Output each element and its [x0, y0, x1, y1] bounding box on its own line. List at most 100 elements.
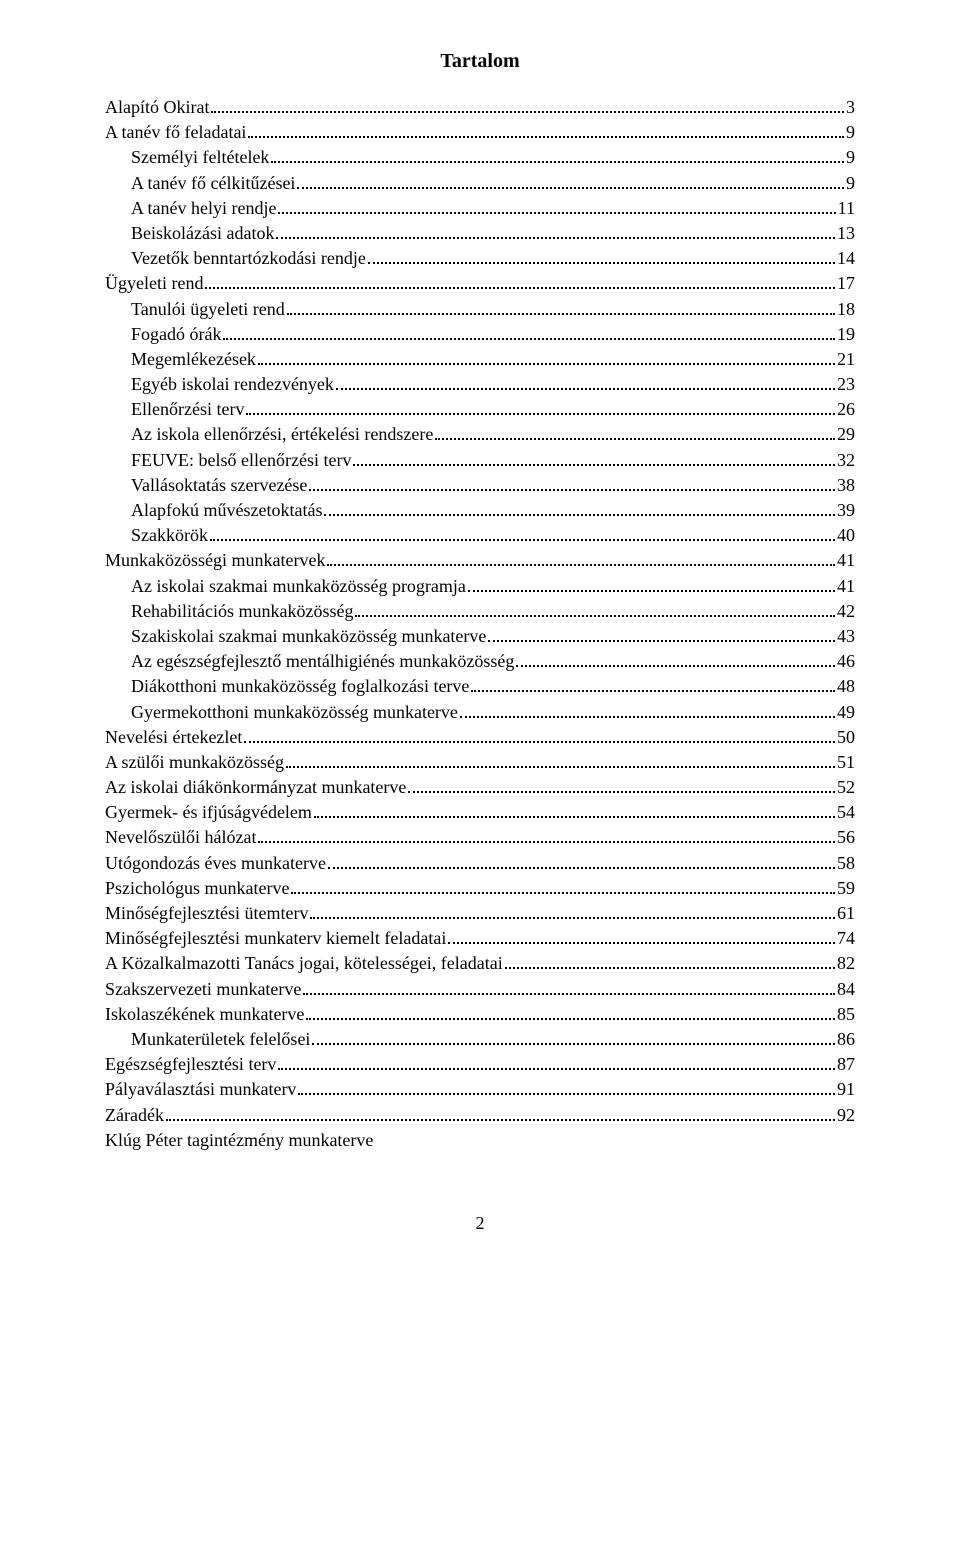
toc-entry: Szakkörök40 [105, 523, 855, 548]
toc-leader-dots [244, 727, 835, 743]
toc-entry: Ügyeleti rend 17 [105, 271, 855, 296]
toc-leader-dots [303, 978, 835, 994]
toc-entry-label: Pályaválasztási munkaterv [105, 1077, 296, 1102]
toc-entry-label: Nevelési értekezlet [105, 725, 242, 750]
toc-entry-label: FEUVE: belső ellenőrzési terv [131, 448, 351, 473]
toc-entry-page: 86 [837, 1027, 855, 1052]
toc-entry: Gyermek- és ifjúságvédelem 54 [105, 800, 855, 825]
toc-entry-label: Alapfokú művészetoktatás [131, 498, 322, 523]
toc-leader-dots [408, 777, 835, 793]
toc-entry-page: 18 [837, 297, 855, 322]
toc-entry-label: Egyéb iskolai rendezvények [131, 372, 334, 397]
toc-leader-dots [306, 1004, 835, 1020]
toc-entry-label: A szülői munkaközösség [105, 750, 284, 775]
toc-leader-dots [205, 273, 835, 289]
toc-entry-page: 91 [837, 1077, 855, 1102]
toc-leader-dots [278, 198, 835, 214]
toc-entry: A szülői munkaközösség51 [105, 750, 855, 775]
toc-entry-label: Gyermekotthoni munkaközösség munkaterve [131, 700, 458, 725]
toc-leader-dots [309, 475, 835, 491]
toc-entry-page: 39 [837, 498, 855, 523]
toc-entry-label: Pszichológus munkaterve [105, 876, 289, 901]
toc-leader-dots [516, 651, 835, 667]
toc-entry: Egyéb iskolai rendezvények 23 [105, 372, 855, 397]
toc-entry: Szakszervezeti munkaterve84 [105, 977, 855, 1002]
toc-entry-label: Az iskolai diákönkormányzat munkaterve [105, 775, 406, 800]
toc-entry-page: 42 [837, 599, 855, 624]
toc-entry-page: 49 [837, 700, 855, 725]
toc-entry: Alapító Okirat3 [105, 95, 855, 120]
toc-entry-label: Vezetők benntartózkodási rendje [131, 246, 366, 271]
toc-entry: Pályaválasztási munkaterv 91 [105, 1077, 855, 1102]
toc-leader-dots [286, 752, 835, 768]
toc-leader-dots [435, 424, 835, 440]
toc-entry-label: Utógondozás éves munkaterve [105, 851, 326, 876]
toc-leader-dots [248, 122, 844, 138]
toc-entry: A tanév helyi rendje11 [105, 196, 855, 221]
toc-leader-dots [276, 223, 835, 239]
toc-leader-dots [310, 903, 835, 919]
toc-entry: Minőségfejlesztési munkaterv kiemelt fel… [105, 926, 855, 951]
toc-leader-dots [258, 349, 835, 365]
toc-entry-page: 92 [837, 1103, 855, 1128]
toc-leader-dots [336, 374, 835, 390]
toc-entry-label: Az egészségfejlesztő mentálhigiénés munk… [131, 649, 514, 674]
toc-entry-label: A tanév helyi rendje [131, 196, 276, 221]
toc-entry-page: 32 [837, 448, 855, 473]
toc-entry-page: 46 [837, 649, 855, 674]
toc-entry-label: Az iskola ellenőrzési, értékelési rendsz… [131, 422, 433, 447]
toc-entry-page: 54 [837, 800, 855, 825]
toc-entry: FEUVE: belső ellenőrzési terv 32 [105, 448, 855, 473]
toc-entry-page: 29 [837, 422, 855, 447]
toc-entry-page: 23 [837, 372, 855, 397]
toc-leader-dots [271, 147, 844, 163]
toc-entry-page: 87 [837, 1052, 855, 1077]
toc-leader-dots [246, 399, 835, 415]
toc-entry-label: Diákotthoni munkaközösség foglalkozási t… [131, 674, 469, 699]
toc-entry-page: 85 [837, 1002, 855, 1027]
toc-entry: Iskolaszékének munkaterve 85 [105, 1002, 855, 1027]
toc-leader-dots [297, 172, 844, 188]
toc-leader-dots [278, 1054, 835, 1070]
toc-entry-label: Szakkörök [131, 523, 208, 548]
toc-entry: Munkaterületek felelősei 86 [105, 1027, 855, 1052]
toc-entry-page: 58 [837, 851, 855, 876]
toc-leader-dots [210, 525, 835, 541]
toc-entry-label: Minőségfejlesztési ütemterv [105, 901, 308, 926]
toc-leader-dots [312, 1029, 835, 1045]
toc-entry: Beiskolázási adatok13 [105, 221, 855, 246]
toc-entry-page: 9 [846, 171, 855, 196]
toc-entry-page: 19 [837, 322, 855, 347]
toc-entry-label: Munkaterületek felelősei [131, 1027, 310, 1052]
toc-entry-label: Szakiskolai szakmai munkaközösség munkat… [131, 624, 486, 649]
toc-entry: Az egészségfejlesztő mentálhigiénés munk… [105, 649, 855, 674]
toc-entry: Szakiskolai szakmai munkaközösség munkat… [105, 624, 855, 649]
toc-entry-label: Iskolaszékének munkaterve [105, 1002, 304, 1027]
toc-entry: Vallásoktatás szervezése38 [105, 473, 855, 498]
toc-entry-label: Nevelőszülői hálózat [105, 825, 256, 850]
toc-entry: Az iskolai diákönkormányzat munkaterve52 [105, 775, 855, 800]
toc-leader-dots [223, 324, 835, 340]
toc-entry-label: Beiskolázási adatok [131, 221, 274, 246]
toc-entry: Rehabilitációs munkaközösség42 [105, 599, 855, 624]
toc-entry-page: 17 [837, 271, 855, 296]
toc-entry-label: Ügyeleti rend [105, 271, 203, 296]
toc-entry: Utógondozás éves munkaterve 58 [105, 851, 855, 876]
toc-entry: Nevelőszülői hálózat56 [105, 825, 855, 850]
toc-leader-dots [327, 550, 835, 566]
toc-entry: Munkaközösségi munkatervek41 [105, 548, 855, 573]
toc-leader-dots [471, 676, 835, 692]
toc-entry-page: 41 [837, 574, 855, 599]
toc-entry-label: Minőségfejlesztési munkaterv kiemelt fel… [105, 926, 446, 951]
toc-entry-label: A tanév fő célkitűzései [131, 171, 295, 196]
toc-leader-dots [258, 827, 835, 843]
toc-entry-label: Gyermek- és ifjúságvédelem [105, 800, 312, 825]
toc-entry-page: 61 [837, 901, 855, 926]
toc-entry: Nevelési értekezlet 50 [105, 725, 855, 750]
page-title: Tartalom [105, 50, 855, 73]
toc-entry-page: 21 [837, 347, 855, 372]
toc-entry: Klúg Péter tagintézmény munkaterve [105, 1128, 855, 1153]
page-number: 2 [105, 1213, 855, 1234]
toc-leader-dots [488, 626, 835, 642]
toc-entry-page: 50 [837, 725, 855, 750]
